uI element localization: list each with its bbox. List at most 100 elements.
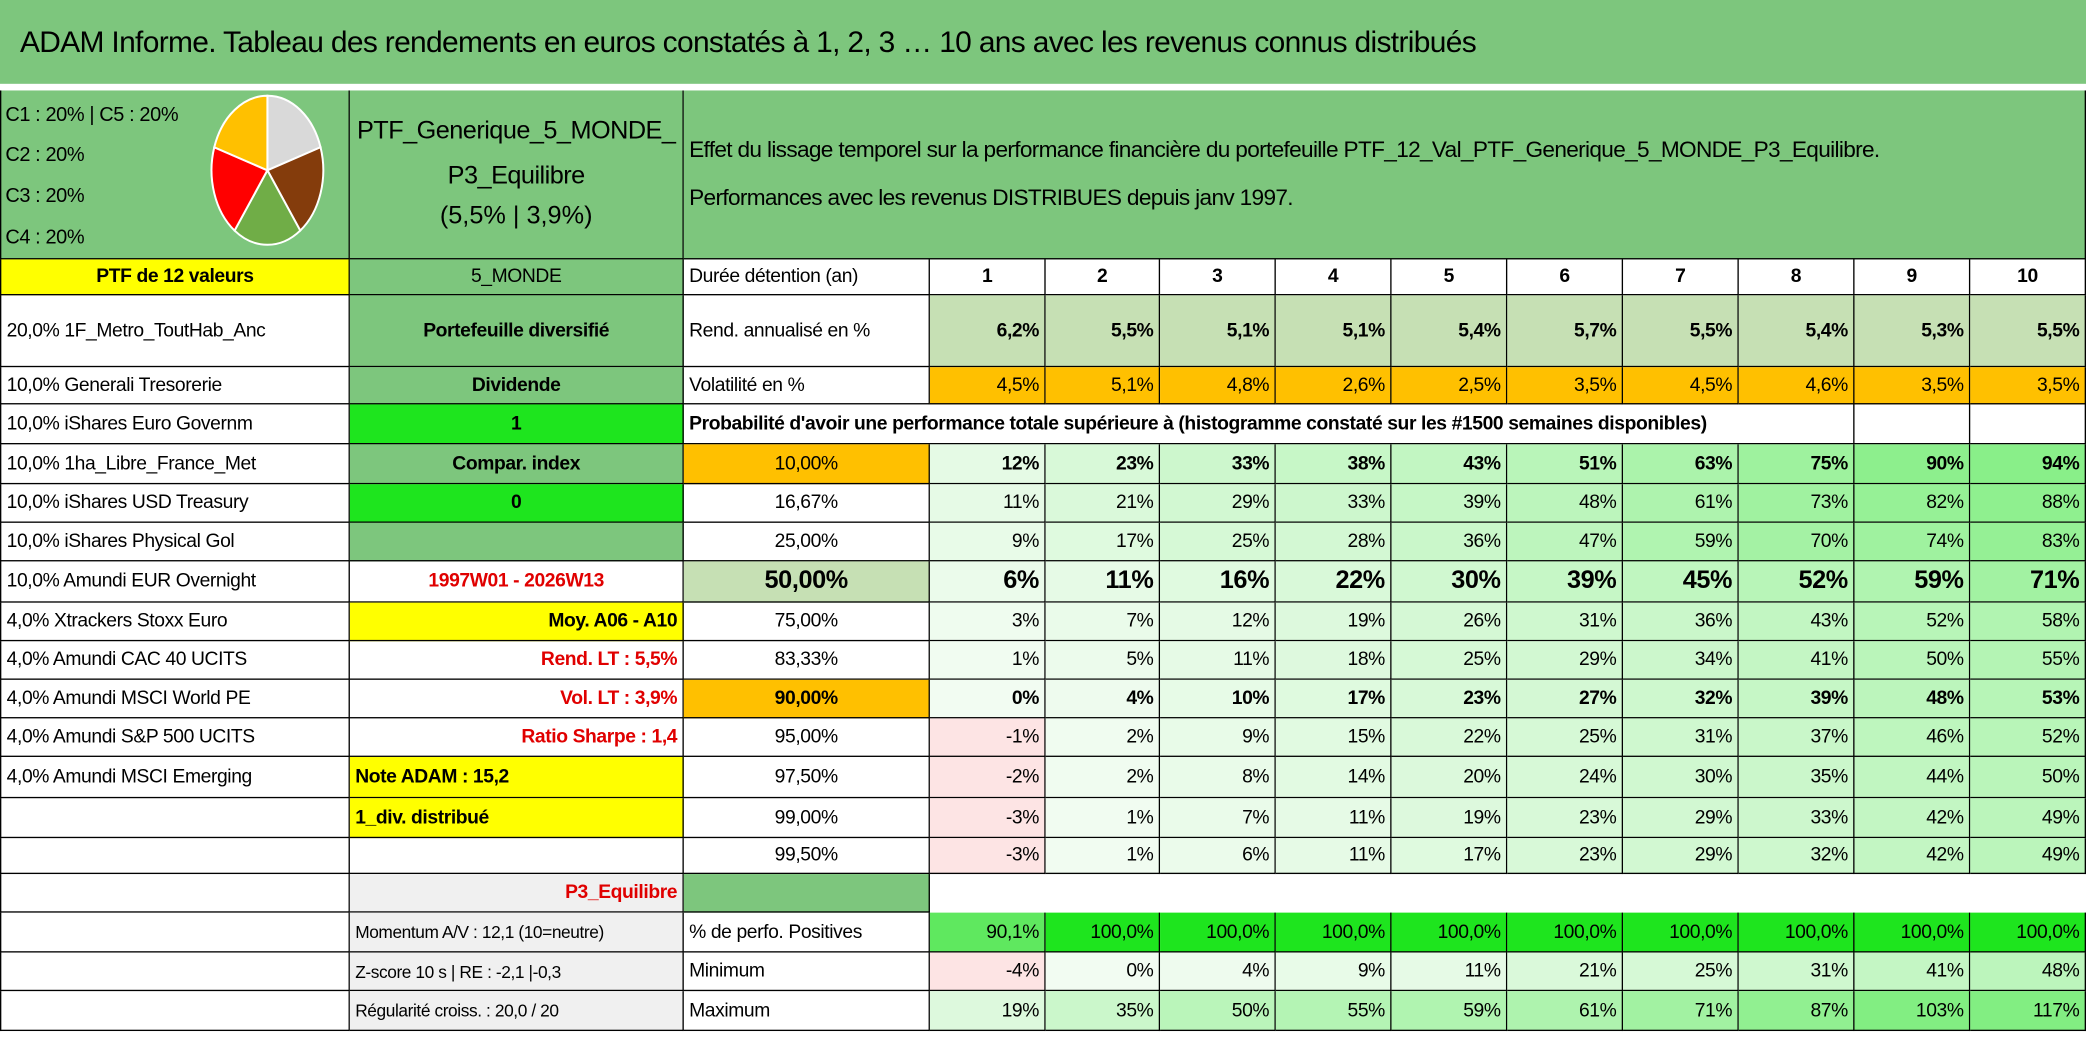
cell: 100,0% (1970, 912, 2086, 953)
cell (349, 838, 684, 875)
cell: 52% (1854, 602, 1971, 642)
cell: 14% (1275, 756, 1392, 799)
cell (1507, 874, 1623, 913)
cell: 17% (1391, 838, 1508, 875)
cell: 33% (1738, 798, 1855, 839)
cell: 5,7% (1507, 295, 1624, 368)
cell: 32% (1623, 679, 1739, 719)
cell (1854, 404, 1971, 445)
cell: 11% (1275, 838, 1392, 875)
portfolio-name: PTF_Generique_5_MONDE_P3_Equilibre (356, 117, 676, 191)
cell: 0 (349, 484, 684, 523)
cell: 9 (1854, 259, 1971, 296)
cell: 15% (1275, 718, 1392, 757)
pie-slice (213, 94, 269, 172)
cell: 99,50% (683, 838, 930, 875)
legend-line: C2 : 20% (5, 143, 85, 167)
cell: 33% (1160, 444, 1276, 485)
cell: 19% (1391, 798, 1508, 839)
cell (349, 522, 684, 562)
cell: Dividende (349, 367, 684, 405)
cell: 5 (1391, 259, 1508, 296)
cell: 2,5% (1391, 367, 1508, 405)
pie-slice (233, 168, 302, 246)
cell: 4,8% (1160, 367, 1276, 405)
cell: 4% (1045, 679, 1161, 719)
cell: 3 (1160, 259, 1276, 296)
cell: 0% (929, 679, 1046, 719)
cell: 53% (1970, 679, 2086, 719)
cell: Durée détention (an) (683, 259, 930, 296)
cell: 8 (1738, 259, 1855, 296)
cell: -2% (929, 756, 1046, 799)
legend-block: C1 : 20% | C5 : 20% C2 : 20% C3 : 20% C4… (0, 90, 350, 260)
cell (1855, 874, 1971, 913)
cell: 4,0% Amundi S&P 500 UCITS (0, 718, 350, 757)
cell: 49% (1970, 798, 2086, 839)
cell: 95,00% (683, 718, 930, 757)
cell: 7% (1045, 602, 1161, 642)
cell: 52% (1738, 561, 1855, 603)
cell: 10,0% iShares Euro Governm (0, 404, 350, 445)
cell: 26% (1391, 602, 1508, 642)
cell: 5,1% (1160, 295, 1276, 368)
cell: Régularité croiss. : 20,0 / 20 (349, 991, 684, 1032)
cell (1970, 404, 2086, 445)
cell: 4,5% (929, 367, 1046, 405)
cell: 22% (1275, 561, 1392, 603)
cell: 10,00% (683, 444, 930, 485)
cell: 29% (1507, 641, 1624, 680)
cell: 31% (1738, 952, 1855, 992)
cell: 87% (1738, 991, 1855, 1032)
cell: 21% (1045, 484, 1161, 523)
cell: 31% (1623, 718, 1739, 757)
cell: 55% (1970, 641, 2086, 680)
cell: Moy. A06 - A10 (349, 602, 684, 642)
cell: 97,50% (683, 756, 930, 799)
cell: Z-score 10 s | RE : -2,1 |-0,3 (349, 952, 684, 992)
cell: 25% (1160, 522, 1276, 562)
cell: 71% (1623, 991, 1739, 1032)
cell: 3% (929, 602, 1046, 642)
cell: 5,5% (1970, 295, 2086, 368)
portfolio-block: PTF_Generique_5_MONDE_P3_Equilibre (5,5%… (349, 90, 684, 260)
title: ADAM Informe. Tableau des rendements en … (0, 0, 2086, 84)
cell: 55% (1275, 991, 1392, 1032)
cell: 29% (1623, 838, 1739, 875)
cell: 47% (1507, 522, 1624, 562)
cell: P3_Equilibre (349, 874, 684, 913)
cell: 52% (1970, 718, 2086, 757)
cell: 2 (1045, 259, 1161, 296)
cell: Rend. LT : 5,5% (349, 641, 684, 680)
cell (1160, 874, 1276, 913)
cell: Rend. annualisé en % (683, 295, 930, 368)
cell: 8% (1160, 756, 1276, 799)
cell: 33% (1275, 484, 1392, 523)
cell: Note ADAM : 15,2 (349, 756, 684, 799)
cell: 49% (1970, 838, 2086, 875)
cell: 17% (1045, 522, 1161, 562)
cell: 83% (1970, 522, 2086, 562)
cell: 30% (1623, 756, 1739, 799)
cell: % de perfo. Positives (683, 912, 930, 953)
cell: 39% (1391, 484, 1508, 523)
cell: 34% (1623, 641, 1739, 680)
cell: 24% (1507, 756, 1624, 799)
cell: 25,00% (683, 522, 930, 562)
cell: 5,3% (1854, 295, 1971, 368)
cell: 2,6% (1275, 367, 1392, 405)
cell: 117% (1970, 991, 2086, 1032)
cell: 41% (1738, 641, 1855, 680)
cell: 11% (1391, 952, 1508, 992)
cell: 100,0% (1045, 912, 1161, 953)
cell: 36% (1623, 602, 1739, 642)
cell: 50% (1160, 991, 1276, 1032)
cell: Maximum (683, 991, 930, 1032)
cell: 12% (929, 444, 1046, 485)
cell: 16,67% (683, 484, 930, 523)
cell: 4,0% Amundi MSCI Emerging (0, 756, 350, 799)
cell (0, 952, 350, 992)
cell (1276, 874, 1392, 913)
cell: Compar. index (349, 444, 684, 485)
cell: 32% (1738, 838, 1855, 875)
